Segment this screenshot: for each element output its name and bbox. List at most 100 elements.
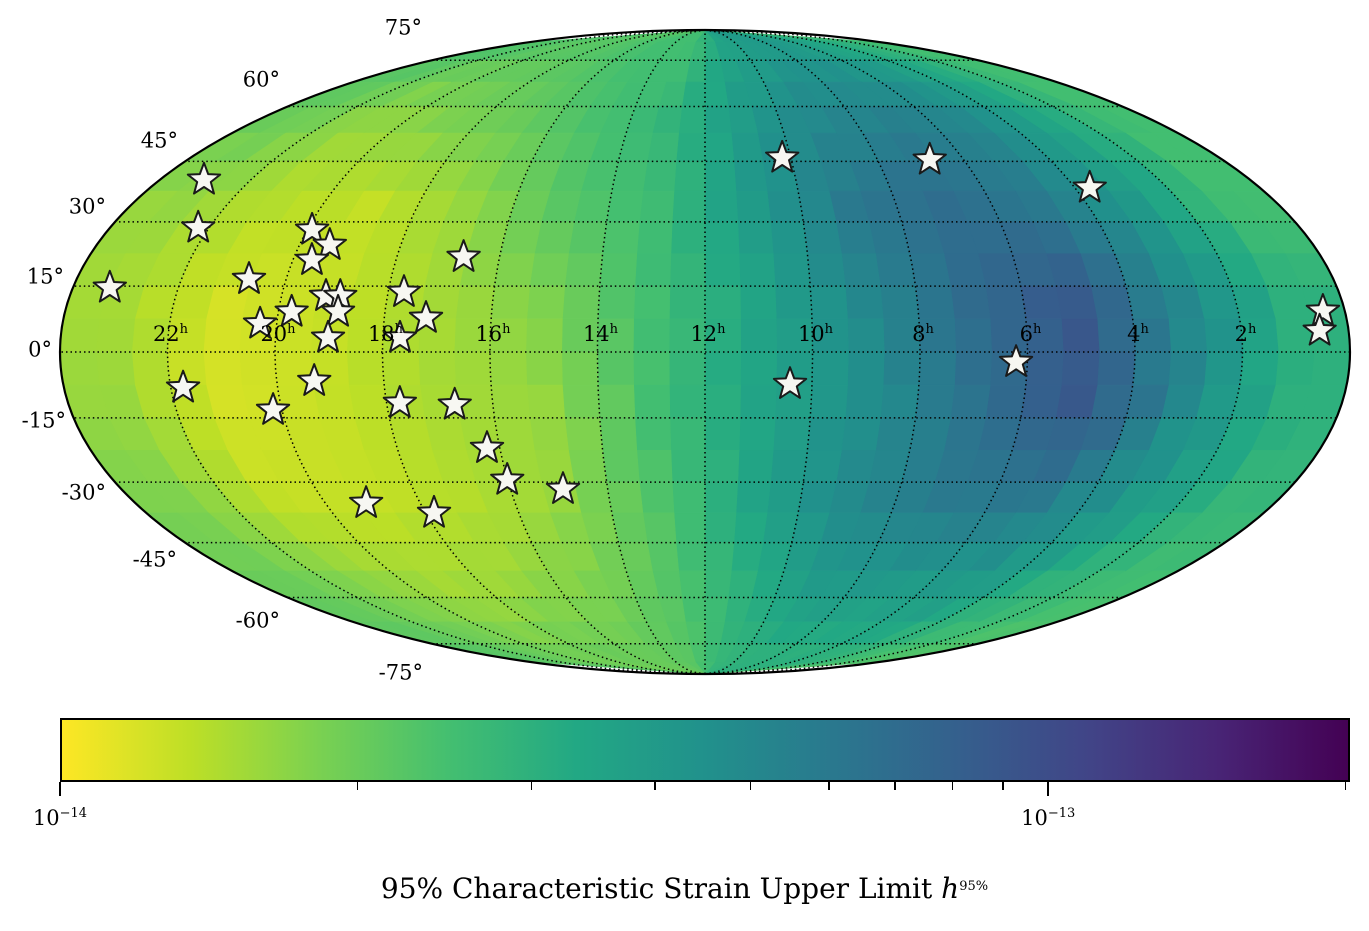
source-star-marker [242,305,278,339]
source-star-marker [446,239,481,272]
ra-tick-value: 14 [582,322,610,346]
heatmap-tile [704,190,739,223]
heatmap-tile [675,542,706,572]
source-star-marker [294,242,330,275]
dec-tick-label: 0° [28,337,52,362]
heatmap-tile [835,449,876,483]
heatmap-tile [909,417,951,451]
heatmap-tile [954,351,993,386]
heatmap-tile [943,417,986,451]
heatmap-tile [985,384,1027,419]
heatmap-tile [730,542,764,572]
ra-tick-value: 4 [1127,322,1141,346]
heatmap-tile [525,351,563,386]
heatmap-tile [526,285,566,320]
heatmap-tile [597,285,636,320]
heatmap-tile [639,481,675,514]
heatmap-tile [597,351,635,386]
heatmap-tile [633,384,671,419]
heatmap-tile [772,253,811,287]
ra-tick-unit: h [394,322,404,337]
heatmap-tile [766,481,804,514]
heatmap-tile [1125,384,1169,419]
heatmap-tile [1020,285,1062,320]
source-star-marker [912,141,947,175]
heatmap-tile [737,449,774,483]
heatmap-tile [1274,351,1315,386]
ra-tick-value: 8 [912,322,926,346]
heatmap-tile [642,512,677,543]
heatmap-tile [670,449,706,483]
heatmap-tile [704,132,735,162]
dec-tick-label: -45° [132,547,177,572]
heatmap-tile [562,384,601,419]
heatmap-tile [809,384,848,419]
heatmap-tile [1125,285,1169,320]
heatmap-tile [668,351,706,386]
heatmap-tile [847,318,885,353]
heatmap-tile [669,253,706,287]
heatmap-tile [455,285,495,320]
heatmap-tile [735,190,771,223]
heatmap-tile [636,221,673,254]
heatmap-tile [602,221,640,254]
heatmap-tile [733,161,768,192]
ra-tick-value: 20 [260,322,288,346]
heatmap-tile [568,221,608,254]
heatmap-tile [811,351,849,386]
dec-tick-label: -60° [235,608,280,633]
heatmap-tile [670,221,706,254]
heatmap-tile [673,512,706,543]
source-star-marker [294,211,330,245]
heatmap-tile [382,351,421,386]
source-star-marker [92,269,127,303]
ra-tick-label: 8h [912,323,934,345]
heatmap-tile [772,417,811,451]
heatmap-tile [1090,285,1134,320]
heatmap-tile [678,570,706,598]
heatmap-tile [597,384,636,419]
heatmap-tile [525,318,563,353]
colorbar-label: 95% Characteristic Strain Upper Limit h9… [0,872,1369,905]
colorbar-tick [894,782,896,790]
heatmap-tile [880,384,920,419]
heatmap-tile [599,253,638,287]
heatmap-tile [950,384,991,419]
heatmap-tile [568,449,608,483]
source-star-marker [469,430,505,463]
heatmap-tile [1274,318,1315,353]
heatmap-tile [807,417,846,451]
ra-tick-unit: h [717,322,726,337]
colorbar-label-text: 95% Characteristic Strain Upper Limit [380,872,942,905]
source-star-marker [382,385,417,418]
colorbar-tick-label: 10−14 [33,806,87,830]
heatmap-tile [202,318,242,353]
colorbar-tick [1047,782,1049,796]
dec-tick-label: -30° [61,480,106,505]
heatmap-tile [634,417,672,451]
source-star-marker [772,366,808,399]
heatmap-tile [95,318,136,353]
heatmap-tile [704,384,741,419]
heatmap-tile [733,512,768,543]
ra-tick-unit: h [925,322,934,337]
heatmap-tile [802,221,842,254]
heatmap-tile [797,190,837,223]
source-star-marker [165,369,201,403]
heatmap-tile [606,481,644,514]
heatmap-tile [561,351,599,386]
heatmap-tile [802,449,842,483]
colorbar-tick [749,782,752,790]
heatmap-tile [642,161,677,192]
ra-tick-label: 16h [475,323,510,345]
ra-tick-unit: h [1248,322,1257,337]
ra-tick-value: 18 [367,322,395,346]
heatmap-tile [738,417,776,451]
heatmap-tile [636,449,673,483]
heatmap-tile [1168,318,1208,353]
ra-tick-value: 16 [475,322,503,346]
heatmap-tile [766,190,804,223]
heatmap-tile [599,417,638,451]
colorbar-label-sup: 95% [959,879,989,894]
colorbar-tick [59,782,61,796]
